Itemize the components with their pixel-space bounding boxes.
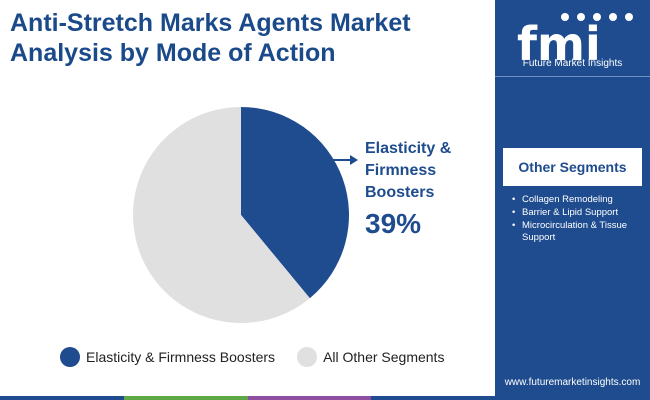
other-segments-heading: Other Segments bbox=[503, 148, 642, 186]
bottom-bar-segment bbox=[247, 396, 372, 400]
segment-item: Collagen Remodeling bbox=[510, 194, 645, 206]
legend-label-other: All Other Segments bbox=[323, 349, 445, 365]
pie-slice-elasticity bbox=[241, 107, 349, 299]
segment-item: Barrier & Lipid Support bbox=[510, 207, 645, 219]
legend-item-elasticity: Elasticity & Firmness Boosters bbox=[60, 347, 275, 367]
website-url: www.futuremarketinsights.com bbox=[504, 377, 641, 388]
page-title: Anti-Stretch Marks Agents Market Analysi… bbox=[10, 9, 411, 67]
callout-value: 39% bbox=[365, 208, 422, 239]
bottom-bar-segment bbox=[371, 396, 495, 400]
logo-text: fmi bbox=[517, 17, 601, 71]
pie-slice-other bbox=[132, 107, 310, 323]
legend-label-elasticity: Elasticity & Firmness Boosters bbox=[86, 349, 276, 365]
bottom-bar-segment bbox=[123, 396, 248, 400]
bottom-color-bar bbox=[0, 396, 495, 400]
callout-label: Elasticity & Firmness Boosters bbox=[365, 140, 452, 201]
legend-swatch-other bbox=[297, 347, 318, 367]
fmi-logo: fmi bbox=[517, 13, 633, 71]
callout-arrow bbox=[333, 155, 358, 165]
legend-swatch-elasticity bbox=[60, 347, 80, 367]
legend-item-other: All Other Segments bbox=[297, 347, 444, 367]
sidebar-divider bbox=[495, 76, 650, 77]
other-segments-list: Collagen Remodeling Barrier & Lipid Supp… bbox=[510, 194, 645, 245]
brand-name: Future Market Insights bbox=[522, 58, 623, 69]
pie-chart bbox=[132, 107, 358, 323]
segment-item: Microcirculation & Tissue Support bbox=[510, 220, 645, 244]
chart-legend: Elasticity & Firmness Boosters All Other… bbox=[60, 347, 466, 367]
sidebar: fmi Future Market Insights Other Segment… bbox=[495, 0, 650, 400]
bottom-bar-segment bbox=[0, 396, 124, 400]
